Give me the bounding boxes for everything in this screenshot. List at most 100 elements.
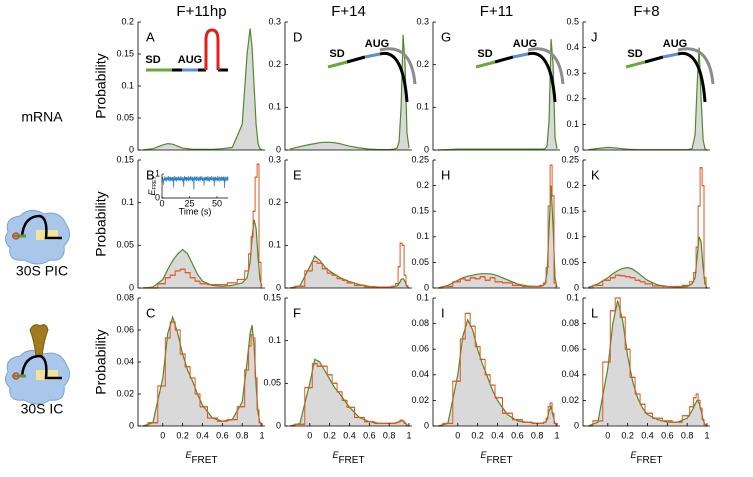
panel-letter: K xyxy=(591,167,600,182)
mrna-diagram: SD AUG xyxy=(145,28,228,72)
y-tick-label: 0.02 xyxy=(411,395,429,405)
x-axis-label: EFRET xyxy=(480,450,512,465)
y-tick-label: 0 xyxy=(424,420,429,430)
line xyxy=(437,39,558,151)
y-tick-label: 0 xyxy=(424,144,429,154)
y-tick-label: 0 xyxy=(574,420,579,430)
axes xyxy=(284,160,412,289)
y-tick-label: 0.1 xyxy=(416,102,429,112)
x-tick-label: 0.4 xyxy=(491,430,504,440)
y-tick-label: 0.2 xyxy=(268,197,281,207)
axes xyxy=(432,160,560,289)
column-title: F+14 xyxy=(331,3,366,20)
sd-label: SD xyxy=(477,48,492,60)
y-tick-label: 0.15 xyxy=(116,154,134,164)
panel-letter: I xyxy=(441,305,445,320)
y-tick-label: 0.06 xyxy=(561,344,579,354)
area-fill xyxy=(143,317,262,426)
y-tick-label: 0 xyxy=(129,144,134,154)
mrna-aug xyxy=(364,52,381,59)
x-tick-label: 0 xyxy=(605,430,610,440)
y-tick-label: 0.1 xyxy=(268,102,281,112)
column-title: F+11 xyxy=(480,3,514,20)
inset-x-tick-label: 50 xyxy=(212,198,222,208)
x-tick-label: 0.6 xyxy=(216,430,229,440)
y-tick-label: 0.08 xyxy=(116,292,134,302)
y-tick-label: 0.1 xyxy=(268,240,281,250)
y-tick-label: 0.1 xyxy=(566,292,579,302)
y-tick-label: 0.1 xyxy=(268,335,281,345)
line xyxy=(142,28,263,151)
pic-cartoon xyxy=(4,210,70,265)
inset-x-tick-label: 0 xyxy=(159,198,164,208)
panel-letter: B xyxy=(146,167,155,182)
y-axis-label: Probability xyxy=(93,53,109,118)
inset-y-label: EFRET xyxy=(147,176,158,195)
axes xyxy=(582,160,710,289)
y-tick-label: 0 xyxy=(424,282,429,292)
panel-letter: J xyxy=(591,29,598,44)
y-tick-label: 0.1 xyxy=(416,231,429,241)
aug-label: AUG xyxy=(178,54,202,66)
mrna-line xyxy=(346,55,366,64)
x-axis-label-sub: FRET xyxy=(191,455,217,466)
y-tick-label: 0.15 xyxy=(116,48,134,58)
panel-letter: F xyxy=(293,305,301,320)
x-axis-label-main: E xyxy=(332,450,339,460)
sd-label: SD xyxy=(329,48,344,60)
aug-label: AUG xyxy=(663,38,687,50)
mrna-sd xyxy=(475,60,496,69)
y-tick-label: 0.4 xyxy=(566,42,579,52)
y-tick-label: 0.04 xyxy=(561,369,579,379)
line xyxy=(587,47,708,151)
column-title: F+8 xyxy=(633,3,659,20)
line xyxy=(142,219,263,289)
y-tick-label: 0 xyxy=(129,282,134,292)
x-tick-label: 0.6 xyxy=(661,430,674,440)
x-axis-label-main: E xyxy=(630,450,637,460)
y-tick-label: 0.06 xyxy=(411,344,429,354)
y-tick-label: 0.2 xyxy=(268,59,281,69)
line xyxy=(437,185,558,289)
mrna-aug xyxy=(662,52,679,59)
row-label: 30S PIC xyxy=(16,263,68,279)
y-tick-label: 0.2 xyxy=(121,16,134,26)
x-axis-label-sub: FRET xyxy=(338,455,364,466)
y-tick-label: 0.2 xyxy=(416,180,429,190)
y-tick-label: 0.1 xyxy=(566,231,579,241)
mrna-line xyxy=(644,55,664,64)
mrna-aug xyxy=(512,52,529,59)
sd-label: SD xyxy=(145,54,160,66)
mrna-line xyxy=(494,55,514,64)
y-tick-label: 0 xyxy=(574,144,579,154)
x-tick-label: 0 xyxy=(160,430,165,440)
y-tick-label: 0.15 xyxy=(561,206,579,216)
x-tick-label: 0.2 xyxy=(621,430,634,440)
y-tick-label: 0.25 xyxy=(411,154,429,164)
x-tick-label: 0.6 xyxy=(363,430,376,440)
y-tick-label: 0.05 xyxy=(263,378,281,388)
panel-letter: C xyxy=(146,305,155,320)
y-tick-label: 0.3 xyxy=(416,16,429,26)
mrna-sd xyxy=(327,60,348,69)
y-tick-label: 0.3 xyxy=(268,154,281,164)
panel-letter: A xyxy=(146,29,155,44)
x-tick-label: 1 xyxy=(407,430,412,440)
y-tick-label: 0.15 xyxy=(411,206,429,216)
axes xyxy=(284,22,412,151)
y-tick-label: 0.05 xyxy=(411,257,429,267)
row-label: 30S IC xyxy=(21,401,64,417)
y-tick-label: 0.1 xyxy=(566,119,579,129)
step-riser xyxy=(438,164,557,289)
area-fill xyxy=(588,300,707,426)
y-tick-label: 0.1 xyxy=(121,80,134,90)
y-tick-label: 0 xyxy=(276,420,281,430)
y-tick-label: 0.3 xyxy=(268,16,281,26)
mrna-sd xyxy=(625,60,646,69)
y-tick-label: 0.1 xyxy=(121,197,134,207)
y-tick-label: 0.2 xyxy=(416,59,429,69)
mrna-tail xyxy=(527,51,557,103)
inset-x-tick-label: 25 xyxy=(184,198,194,208)
area-fill xyxy=(438,319,557,426)
